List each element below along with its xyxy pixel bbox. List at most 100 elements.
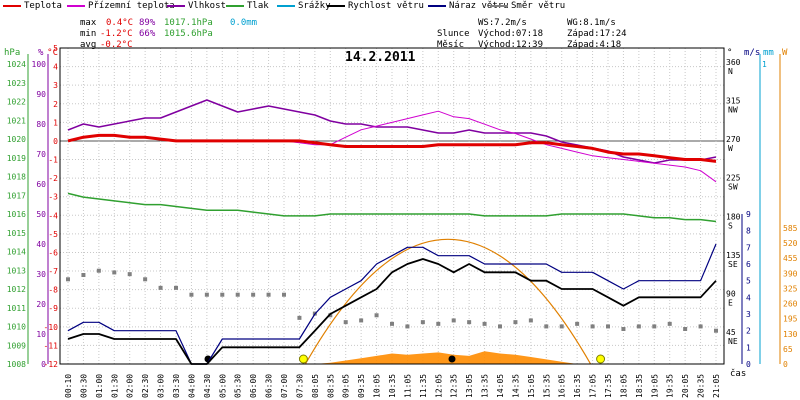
wind-direction-point bbox=[96, 268, 101, 273]
wind-direction-point bbox=[544, 324, 549, 329]
percent-tick: 50 bbox=[36, 210, 46, 219]
max-pressure: 1017.1hPa bbox=[164, 18, 213, 28]
moonrise-marker bbox=[448, 355, 456, 363]
x-tick-label: 17:35 bbox=[604, 374, 613, 398]
x-tick-label: 01:00 bbox=[95, 374, 104, 398]
wind-direction-point bbox=[513, 320, 518, 325]
legend-swatch bbox=[167, 5, 185, 7]
hpa-tick: 1009 bbox=[7, 341, 26, 350]
direction-tick: W bbox=[728, 144, 733, 153]
x-tick-label: 09:35 bbox=[357, 374, 366, 398]
wind-direction-point bbox=[405, 324, 410, 329]
percent-tick: 0 bbox=[41, 360, 46, 369]
solar-tick: 260 bbox=[783, 300, 798, 309]
direction-tick: 225 bbox=[726, 174, 741, 183]
direction-tick: 90 bbox=[726, 289, 736, 298]
celsius-tick: -11 bbox=[44, 341, 59, 350]
wind-direction-point bbox=[528, 318, 533, 323]
x-tick-label: 12:05 bbox=[434, 374, 443, 398]
min-temp: -1.2°C bbox=[100, 29, 133, 39]
wind-direction-point bbox=[590, 324, 595, 329]
wind-speed-max: WS:7.2m/s bbox=[478, 18, 527, 28]
min-humidity: 66% bbox=[139, 29, 156, 39]
x-tick-label: 19:05 bbox=[650, 374, 659, 398]
wind-direction-point bbox=[621, 327, 626, 331]
x-tick-label: 06:00 bbox=[249, 374, 258, 398]
direction-tick: SW bbox=[728, 183, 738, 192]
wind-direction-point bbox=[714, 328, 718, 333]
x-tick-label: 13:05 bbox=[465, 374, 474, 398]
legend-label: Srážky bbox=[298, 1, 331, 11]
chart-series bbox=[66, 99, 718, 365]
legend-swatch bbox=[226, 5, 244, 7]
wind-direction-point bbox=[235, 292, 240, 297]
celsius-tick: 4 bbox=[53, 63, 58, 72]
direction-tick: 45 bbox=[726, 328, 736, 337]
x-tick-label: 08:05 bbox=[311, 374, 320, 398]
celsius-tick: 3 bbox=[53, 81, 58, 90]
percent-tick: 80 bbox=[36, 120, 46, 129]
percent-tick: 60 bbox=[36, 180, 46, 189]
solar-tick: 585 bbox=[783, 224, 798, 233]
solar-area bbox=[68, 351, 716, 364]
hpa-tick: 1023 bbox=[7, 79, 26, 88]
hpa-tick: 1008 bbox=[7, 360, 26, 369]
legend-label: Tlak bbox=[247, 1, 269, 11]
wind-direction-point bbox=[297, 315, 302, 320]
x-tick-label: 00:10 bbox=[64, 374, 73, 398]
wind-direction-point bbox=[127, 272, 132, 277]
direction-tick: SE bbox=[728, 260, 738, 269]
hpa-tick: 1021 bbox=[7, 116, 26, 125]
x-tick-label: 13:35 bbox=[481, 374, 490, 398]
min-label: min bbox=[80, 29, 97, 39]
temperature-line bbox=[67, 133, 717, 163]
wind-direction-point bbox=[390, 321, 394, 326]
x-tick-label: 19:35 bbox=[666, 374, 675, 398]
percent-tick: 70 bbox=[36, 150, 46, 159]
wind-direction-point bbox=[112, 270, 117, 275]
wind-direction-point bbox=[204, 292, 209, 297]
wind-direction-point bbox=[220, 292, 225, 297]
solar-tick: 65 bbox=[783, 345, 793, 354]
x-tick-label: 14:35 bbox=[511, 374, 520, 398]
max-humidity: 89% bbox=[139, 18, 156, 28]
hpa-tick: 1014 bbox=[7, 248, 26, 257]
chart-title: 14.2.2011 bbox=[345, 50, 416, 65]
moon-set: Západ:4:18 bbox=[567, 40, 622, 50]
x-tick-label: 11:35 bbox=[419, 374, 428, 398]
sun-set: Západ:17:24 bbox=[567, 29, 627, 39]
hpa-tick: 1016 bbox=[7, 210, 26, 219]
celsius-tick: -4 bbox=[48, 211, 58, 220]
wind-direction-point bbox=[482, 321, 487, 326]
wind-direction-point bbox=[559, 324, 564, 329]
hpa-tick: 1010 bbox=[7, 323, 26, 332]
wind-direction-point bbox=[636, 324, 641, 329]
rain-tick: 1 bbox=[762, 60, 767, 69]
wind-tick: 1 bbox=[746, 343, 751, 352]
hpa-tick: 1018 bbox=[7, 173, 26, 182]
wind-tick: 0 bbox=[746, 360, 751, 369]
wind-direction-point bbox=[467, 320, 472, 325]
x-tick-label: 05:00 bbox=[218, 374, 227, 398]
min-pressure: 1015.6hPa bbox=[164, 29, 213, 39]
percent-axis-label: % bbox=[38, 48, 44, 58]
x-tick-label: 18:05 bbox=[619, 374, 628, 398]
x-tick-label: 12:35 bbox=[450, 374, 459, 398]
x-tick-label: 05:30 bbox=[234, 374, 243, 398]
solar-tick: 520 bbox=[783, 239, 798, 248]
legend-swatch bbox=[490, 5, 508, 7]
wind-direction-point bbox=[359, 318, 364, 323]
x-tick-label: 11:05 bbox=[403, 374, 412, 398]
solar-tick: 195 bbox=[783, 315, 798, 324]
direction-tick: 180 bbox=[726, 212, 741, 221]
avg-label: avg bbox=[80, 40, 97, 50]
sun-label: Slunce bbox=[437, 29, 470, 39]
solar-tick: 0 bbox=[783, 360, 788, 369]
plot-frame bbox=[59, 47, 725, 365]
direction-tick: NE bbox=[728, 337, 738, 346]
x-tick-label: 03:00 bbox=[157, 374, 166, 398]
wind-direction-point bbox=[667, 321, 672, 326]
solar-tick: 455 bbox=[783, 254, 798, 263]
wind-tick: 9 bbox=[746, 210, 751, 219]
percent-tick: 40 bbox=[36, 240, 46, 249]
